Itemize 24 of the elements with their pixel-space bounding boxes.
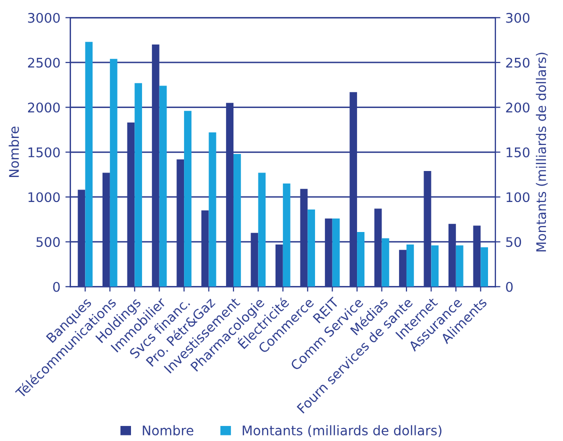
legend-label: Nombre xyxy=(142,425,194,436)
y-axis-title: Nombre xyxy=(8,126,19,178)
bar xyxy=(258,172,266,287)
y2-axis-title: Montants (milliards de dollars) xyxy=(536,52,548,252)
bar xyxy=(208,132,216,287)
legend-label: Montants (milliards de dollars) xyxy=(242,425,442,437)
bar xyxy=(357,232,364,287)
y2-tick-label: 200 xyxy=(506,102,530,113)
y2-tick-label: 150 xyxy=(506,147,530,158)
bar xyxy=(110,58,118,287)
y-tick-label: 0 xyxy=(53,282,60,292)
y-tick-label: 1500 xyxy=(28,147,60,158)
y2-tick-label: 250 xyxy=(506,58,530,68)
bar xyxy=(85,42,93,287)
y-tick-label: 2500 xyxy=(28,58,60,68)
bar xyxy=(282,184,290,287)
y2-tick-label: 0 xyxy=(506,282,513,292)
y-tick-label: 1000 xyxy=(28,192,60,202)
y-tick-label: 500 xyxy=(36,237,60,248)
y-tick-label: 2000 xyxy=(28,102,60,113)
y-tick-label: 3000 xyxy=(28,12,60,23)
y2-tick-label: 100 xyxy=(506,192,530,202)
y2-tick-label: 300 xyxy=(506,12,530,23)
y2-tick-label: 50 xyxy=(506,237,522,248)
